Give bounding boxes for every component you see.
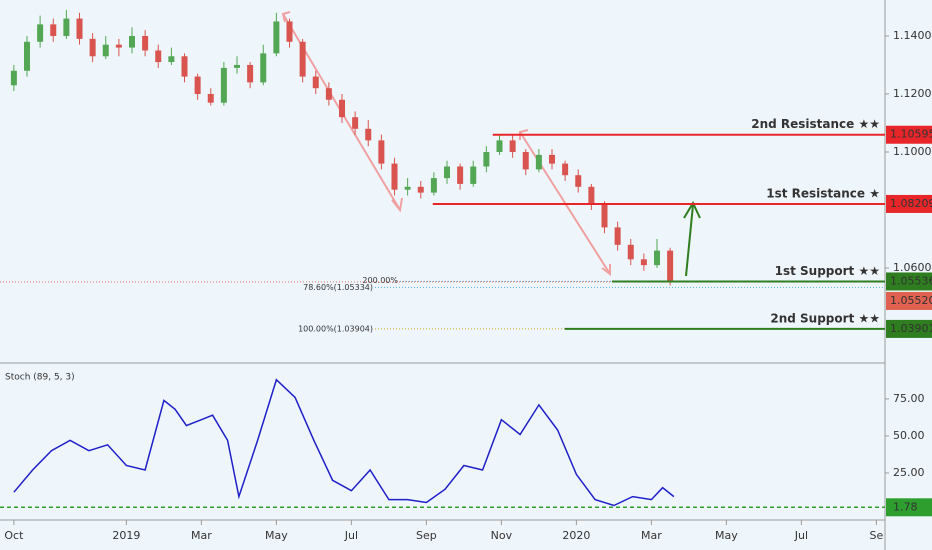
candle-body	[509, 140, 516, 152]
candle-body	[194, 76, 201, 94]
candle-body	[457, 166, 464, 184]
candle-body	[496, 140, 503, 152]
candle-body	[614, 227, 621, 245]
candle-body	[129, 35, 135, 48]
candle-body	[391, 163, 398, 190]
candle-body	[260, 53, 267, 83]
price-box	[886, 319, 932, 338]
x-tick-label: Sep	[416, 529, 437, 542]
x-tick-label: May	[715, 529, 738, 542]
price-box-label: 1.10595	[890, 128, 932, 141]
candle-body	[299, 41, 306, 77]
price-box	[886, 194, 932, 213]
candle-body	[24, 41, 30, 71]
target-arrow	[685, 204, 694, 277]
candle-body	[220, 67, 227, 103]
candle-body	[312, 76, 319, 89]
candle-body	[535, 154, 542, 170]
candle-body	[522, 151, 529, 170]
candle-body	[430, 178, 437, 193]
candle-body	[601, 204, 608, 228]
x-tick-label: Se	[870, 529, 884, 542]
arrow-tail	[519, 129, 529, 140]
candle-body	[155, 50, 162, 63]
fib-label: 78.60%(1.05334)	[303, 283, 373, 292]
candle-body	[63, 18, 70, 36]
candle-body	[483, 151, 490, 167]
y-tick-label: 1.10000	[893, 145, 932, 158]
y-tick-label: 50.00	[893, 429, 925, 442]
x-tick-label: Mar	[641, 529, 662, 542]
y-tick-label: 1.12000	[893, 87, 932, 100]
y-tick-label: 1.06000	[893, 261, 932, 274]
fib-label: 200.00%	[362, 276, 398, 285]
candle-body	[115, 44, 122, 48]
candle-body	[168, 56, 175, 63]
candle-body	[102, 44, 109, 57]
level-label: 2nd Resistance ★★	[751, 117, 880, 131]
candle-body	[273, 21, 280, 54]
price-box-label: 1.03901	[890, 322, 932, 335]
x-tick-label: 2019	[112, 529, 140, 542]
candle-body	[247, 64, 254, 83]
price-box	[886, 272, 932, 291]
x-tick-label: Oct	[4, 529, 24, 542]
candle-body	[627, 244, 634, 260]
y-tick-label: 25.00	[893, 466, 925, 479]
x-tick-label: Jul	[344, 529, 358, 542]
candle-body	[562, 163, 569, 176]
candle-body	[417, 186, 424, 193]
price-box-label: 1.05520	[890, 294, 932, 307]
x-tick-label: Jul	[794, 529, 808, 542]
arrow-head	[391, 197, 403, 213]
stoch-line	[13, 378, 675, 507]
candle-body	[325, 88, 332, 100]
x-tick-label: Mar	[191, 529, 212, 542]
candle-body	[352, 117, 359, 129]
x-tick-label: Nov	[491, 529, 513, 542]
level-label: 1st Resistance ★	[766, 186, 880, 200]
candle-body	[444, 166, 450, 179]
candle-body	[181, 56, 188, 77]
candle-body	[667, 250, 674, 282]
y-tick-label: 1.14000	[893, 29, 932, 42]
candle-body	[588, 186, 595, 205]
candle-body	[76, 18, 83, 39]
candle-body	[10, 70, 17, 86]
price-box	[886, 498, 932, 517]
price-box	[886, 125, 932, 144]
y-tick-label: 75.00	[893, 392, 925, 405]
candle-body	[234, 64, 240, 68]
candle-body	[404, 186, 411, 190]
candle-body	[286, 21, 293, 42]
candle-body	[654, 250, 660, 266]
price-box-label: 1.05536	[890, 274, 932, 287]
x-tick-label: May	[265, 529, 288, 542]
candle-body	[378, 140, 385, 164]
candle-body	[50, 24, 57, 36]
fib-label: 100.00%(1.03904)	[298, 324, 373, 333]
arrow-tail	[281, 11, 291, 23]
candle-body	[37, 24, 44, 42]
indicator-title: Stoch (89, 5, 3)	[5, 373, 75, 383]
candle-body	[89, 38, 96, 57]
x-tick-label: 2020	[562, 529, 590, 542]
candle-body	[549, 154, 555, 164]
level-label: 1st Support ★★	[775, 264, 880, 278]
candle-body	[365, 128, 372, 141]
level-label: 2nd Support ★★	[770, 311, 880, 325]
candle-body	[142, 35, 149, 51]
arrow-head	[601, 264, 611, 276]
candle-body	[339, 99, 345, 118]
price-box-label: 1.08209	[890, 197, 932, 210]
candle-body	[470, 166, 477, 184]
candle-body	[575, 175, 582, 187]
price-box-label: 1.78	[893, 500, 918, 513]
price-box	[886, 291, 932, 310]
candle-body	[640, 259, 647, 266]
candle-body	[207, 93, 214, 103]
